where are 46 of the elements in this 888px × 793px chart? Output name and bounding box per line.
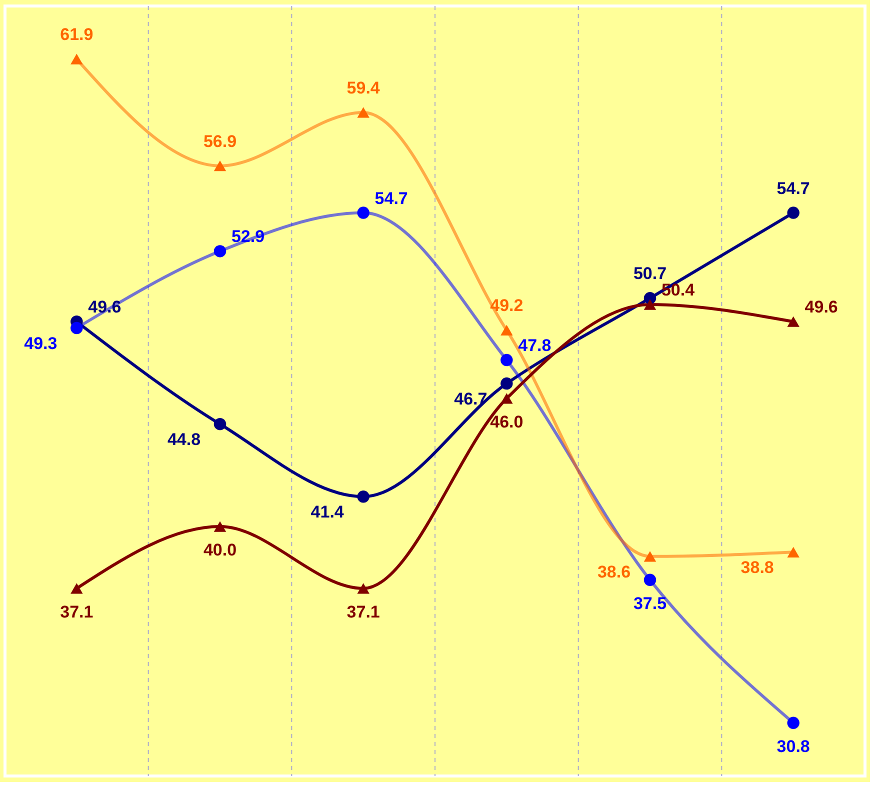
point: [214, 418, 226, 430]
data-label: 59.4: [346, 78, 380, 98]
point: [500, 324, 513, 336]
point: [357, 583, 370, 594]
point: [787, 546, 800, 558]
point: [500, 354, 513, 366]
data-label: 37.1: [60, 602, 94, 622]
point: [500, 393, 513, 404]
point: [644, 574, 656, 586]
data-label: 52.9: [231, 227, 265, 246]
data-label: 61.9: [60, 25, 94, 44]
point: [357, 107, 370, 118]
data-label: 56.9: [203, 132, 237, 151]
data-label: 49.3: [24, 334, 58, 354]
point: [214, 245, 226, 258]
data-label: 49.6: [804, 298, 838, 317]
data-label: 54.7: [776, 178, 810, 198]
point: [644, 299, 656, 310]
data-label: 30.8: [776, 736, 810, 756]
point: [644, 551, 656, 562]
data-label: 47.8: [518, 336, 552, 356]
point: [357, 206, 370, 219]
data-label: 50.7: [633, 264, 667, 284]
data-label: 41.4: [310, 502, 344, 522]
data-label: 37.1: [346, 602, 380, 622]
point: [214, 521, 226, 532]
point: [70, 54, 83, 64]
data-label: 40.0: [203, 540, 237, 560]
point: [214, 160, 226, 172]
data-label: 37.5: [633, 594, 667, 613]
data-label: 49.6: [88, 298, 122, 317]
point: [500, 377, 513, 390]
data-label: 50.4: [661, 280, 696, 300]
data-label: 49.2: [490, 296, 524, 316]
data-label: 44.8: [167, 430, 201, 450]
data-label: 38.8: [740, 558, 774, 578]
point: [70, 583, 83, 594]
data-label: 54.7: [374, 188, 408, 208]
point: [357, 490, 370, 503]
point: [70, 322, 83, 334]
data-label: 46.7: [454, 390, 488, 409]
point: [787, 316, 800, 327]
point: [787, 716, 800, 730]
data-label: 46.0: [490, 412, 524, 432]
point: [787, 206, 800, 219]
data-label: 38.6: [597, 562, 631, 582]
